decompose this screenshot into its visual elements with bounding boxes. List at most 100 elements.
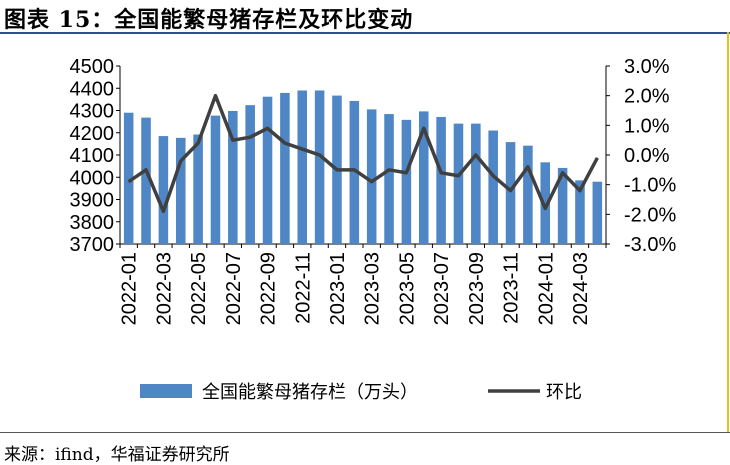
x-axis-tick-label: 2022-01 (119, 252, 141, 325)
line-point (319, 154, 321, 156)
left-axis-tick-label: 4200 (70, 123, 115, 145)
bar (193, 134, 203, 244)
line-point (197, 142, 199, 144)
bar (418, 111, 429, 244)
x-axis-tick-label: 2022-07 (223, 252, 245, 325)
bar (158, 136, 169, 244)
figure-frame (0, 32, 730, 434)
line-point (475, 154, 477, 156)
bar (228, 110, 238, 244)
bar (123, 112, 134, 244)
bar (540, 162, 551, 244)
right-axis-tick-label: -3.0% (624, 234, 676, 256)
line-point (232, 139, 234, 141)
line-point (440, 172, 442, 174)
x-axis-tick-label: 2023-07 (431, 252, 453, 325)
right-axis-tick-label: 2.0% (624, 86, 670, 108)
bar (436, 116, 446, 244)
line-point (423, 127, 425, 129)
line-point (249, 136, 251, 138)
line-point (457, 175, 459, 177)
line-point (267, 127, 269, 129)
bar (523, 145, 533, 244)
line-point (284, 142, 286, 144)
x-axis-tick-label: 2022-11 (292, 252, 314, 324)
chart-axes (116, 65, 610, 248)
line-series-path (127, 93, 599, 214)
line-point (579, 190, 581, 192)
line-point (371, 181, 373, 183)
bar (349, 100, 360, 245)
left-axis-tick-label: 4000 (70, 167, 115, 189)
x-axis-tick-label: 2024-01 (535, 252, 557, 325)
right-axis-tick-label: 3.0% (624, 56, 670, 78)
line-point (336, 169, 338, 171)
bar (245, 105, 255, 244)
left-axis-tick-label: 3900 (70, 190, 115, 212)
legend-bar-swatch (140, 384, 192, 398)
x-axis-tick-label: 2022-05 (188, 252, 210, 325)
bar (453, 123, 464, 244)
x-axis-tick-label: 2023-11 (501, 252, 523, 324)
left-axis-tick-label: 4500 (70, 56, 115, 78)
bar (366, 109, 377, 244)
line-point (180, 160, 182, 162)
frame-top-rule (0, 32, 730, 34)
line-point (596, 157, 598, 159)
bar (557, 167, 568, 244)
line-point (162, 210, 164, 212)
left-axis-tick-label: 3700 (70, 234, 115, 256)
line-point (527, 166, 529, 168)
bar-series (123, 90, 603, 245)
line-point (544, 207, 546, 209)
left-axis-tick-label: 3800 (70, 212, 115, 234)
bar (471, 123, 481, 244)
right-axis-tick-label: 1.0% (624, 115, 670, 137)
line-point (214, 95, 216, 97)
bar (314, 90, 325, 244)
left-axis-tick-label: 4400 (70, 78, 115, 100)
bar (384, 114, 394, 244)
line-point (492, 175, 494, 177)
frame-right-rule (727, 32, 729, 432)
bar (210, 115, 221, 245)
x-axis-tick-label: 2023-03 (362, 252, 384, 325)
right-axis-tick-label: 0.0% (624, 145, 670, 167)
bar (280, 92, 290, 244)
line-point (145, 169, 147, 171)
right-axis-tick-label: -1.0% (624, 175, 676, 197)
bar (488, 130, 498, 244)
bar (141, 117, 151, 244)
line-point (510, 190, 512, 192)
x-axis-tick-label: 2023-01 (327, 252, 349, 325)
bar (262, 96, 273, 244)
line-series (127, 93, 599, 214)
line-point (562, 172, 564, 174)
legend-line-label: 环比 (546, 382, 582, 403)
figure-title: 图表 15：全国能繁母猪存栏及环比变动 (4, 7, 414, 33)
bar (401, 119, 412, 244)
line-point (388, 169, 390, 171)
line-point (405, 172, 407, 174)
bar (297, 90, 308, 244)
x-axis-tick-label: 2023-09 (466, 252, 488, 325)
legend: 全国能繁母猪存栏（万头） 环比 (140, 382, 582, 403)
line-point (128, 181, 130, 183)
line-point (353, 169, 355, 171)
right-axis-tick-label: -2.0% (624, 204, 676, 226)
line-point (301, 148, 303, 150)
bar (592, 181, 603, 244)
bar (175, 137, 186, 244)
legend-bar-label: 全国能繁母猪存栏（万头） (202, 382, 418, 403)
x-axis-tick-label: 2024-03 (570, 252, 592, 325)
source-note: 来源：ifind，华福证券研究所 (4, 445, 230, 465)
bar (575, 180, 585, 244)
x-axis-tick-label: 2022-03 (153, 252, 175, 325)
frame-bottom-rule (0, 432, 730, 433)
bar (505, 142, 516, 244)
x-axis-tick-label: 2022-09 (258, 252, 280, 325)
left-axis-tick-label: 4100 (70, 145, 115, 167)
left-axis-tick-label: 4300 (70, 101, 115, 123)
